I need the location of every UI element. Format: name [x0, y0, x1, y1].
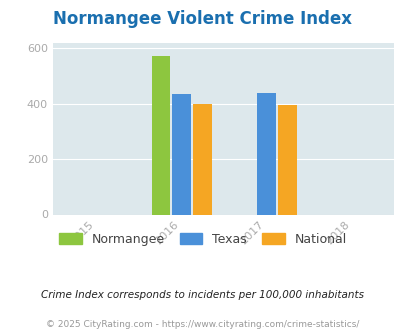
Text: © 2025 CityRating.com - https://www.cityrating.com/crime-statistics/: © 2025 CityRating.com - https://www.city…	[46, 320, 359, 329]
Bar	[151, 56, 170, 214]
Bar	[192, 104, 211, 214]
Text: Crime Index corresponds to incidents per 100,000 inhabitants: Crime Index corresponds to incidents per…	[41, 290, 364, 300]
Legend: Normangee, Texas, National: Normangee, Texas, National	[54, 228, 351, 251]
Bar	[257, 93, 275, 214]
Text: Normangee Violent Crime Index: Normangee Violent Crime Index	[53, 10, 352, 28]
Bar	[277, 106, 296, 214]
Bar	[172, 94, 190, 214]
